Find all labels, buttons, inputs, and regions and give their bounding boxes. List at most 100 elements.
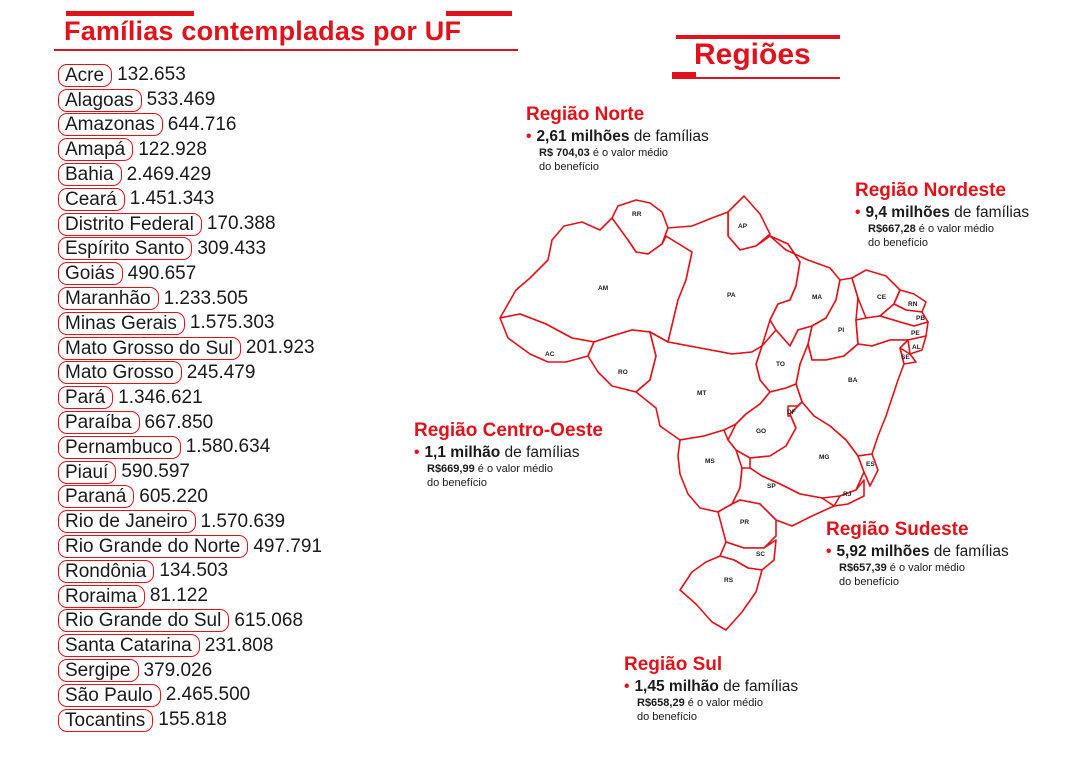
region-centro-oeste: Região Centro-Oeste • 1,1 milhão de famíl…: [414, 420, 603, 490]
uf-row: Mato Grosso do Sul 201.923: [58, 336, 478, 361]
uf-family-count: 615.068: [234, 609, 304, 631]
map-label-pb: PB: [916, 315, 925, 322]
uf-row: Mato Grosso 245.479: [58, 361, 478, 386]
page-title: Famílias contempladas por UF: [64, 16, 462, 46]
region-families: • 9,4 milhões de famílias: [855, 204, 1030, 221]
uf-row: Minas Gerais 1.575.303: [58, 311, 478, 336]
map-label-ac: AC: [545, 351, 555, 358]
uf-name-badge: Pará: [58, 386, 114, 410]
map-label-rn: RN: [908, 301, 918, 308]
uf-family-count: 1.575.303: [189, 312, 275, 334]
uf-name-badge: Amapá: [58, 138, 134, 162]
map-label-pi: PI: [838, 327, 844, 334]
region-families: • 1,1 milhão de famílias: [414, 444, 580, 461]
uf-row: Amazonas 644.716: [58, 113, 478, 138]
uf-name-badge: Goiás: [58, 262, 123, 286]
uf-row: Piauí 590.597: [58, 460, 478, 485]
uf-name-badge: Sergipe: [58, 659, 139, 683]
uf-name-badge: Ceará: [58, 187, 125, 211]
region-nordeste: Região Nordeste • 9,4 milhões de famílias…: [855, 180, 1029, 250]
uf-family-count: 201.923: [245, 337, 315, 359]
uf-family-count: 605.220: [139, 485, 208, 507]
regions-title: Regiões: [694, 38, 811, 71]
region-sudeste: Região Sudeste • 5,92 milhões de famílias…: [826, 519, 1009, 589]
state-al: [907, 335, 927, 355]
uf-row: Paraná 605.220: [58, 485, 478, 510]
region-name: Região Sudeste: [826, 519, 969, 540]
map-label-am: AM: [598, 285, 608, 292]
uf-name-badge: Santa Catarina: [58, 634, 200, 658]
uf-family-count: 81.122: [149, 585, 208, 607]
uf-row: Alagoas 533.469: [58, 88, 478, 113]
uf-name-badge: Amazonas: [58, 113, 163, 137]
uf-name-badge: Roraima: [58, 584, 145, 608]
region-sul: Região Sul • 1,45 milhão de famílias R$65…: [624, 654, 798, 724]
uf-family-count: 231.808: [204, 634, 274, 656]
uf-row: Ceará 1.451.343: [58, 187, 478, 212]
uf-list: Acre 132.653 Alagoas 533.469 Amazonas 644.716…: [58, 63, 478, 733]
map-label-ce: CE: [877, 294, 887, 301]
map-label-mt: MT: [697, 390, 706, 397]
uf-name-badge: Distrito Federal: [58, 212, 202, 236]
uf-family-count: 134.503: [159, 560, 229, 582]
uf-row: Espírito Santo 309.433: [58, 237, 478, 262]
uf-family-count: 379.026: [143, 659, 213, 681]
map-label-rr: RR: [632, 211, 642, 218]
region-name: Região Sul: [624, 654, 723, 675]
uf-row: Acre 132.653: [58, 63, 478, 88]
region-average-suffix: do benefício: [539, 161, 599, 173]
map-label-go: GO: [756, 428, 766, 435]
title-accent-bar: [446, 11, 512, 16]
region-name: Região Nordeste: [855, 180, 1006, 201]
region-families: • 5,92 milhões de famílias: [826, 543, 1009, 560]
uf-name-badge: Rio Grande do Norte: [58, 535, 249, 559]
uf-family-count: 644.716: [167, 113, 237, 135]
uf-family-count: 1.233.505: [163, 287, 249, 309]
regions-title-accent-bar: [672, 72, 696, 77]
regions-title-underline: [672, 77, 840, 79]
uf-name-badge: Acre: [58, 63, 113, 87]
uf-family-count: 667.850: [144, 411, 214, 433]
regions-title-accent-bar: [676, 35, 840, 39]
title-accent-bar: [66, 11, 194, 16]
map-label-pe: PE: [911, 330, 920, 337]
region-norte: Região Norte • 2,61 milhões de famílias R…: [526, 104, 709, 174]
region-average-suffix: do benefício: [868, 237, 928, 249]
map-label-ma: MA: [812, 294, 822, 301]
uf-name-badge: Minas Gerais: [58, 311, 185, 335]
region-average: R$658,29 é o valor médio: [637, 697, 763, 709]
map-label-al: AL: [912, 344, 921, 351]
uf-family-count: 155.818: [158, 709, 227, 731]
uf-family-count: 533.469: [146, 89, 216, 111]
uf-name-badge: Pernambuco: [58, 435, 181, 459]
region-families: • 2,61 milhões de famílias: [526, 128, 709, 145]
region-families: • 1,45 milhão de famílias: [624, 678, 799, 695]
brazil-map: RR AP AM PA MA CE RN PB PE AL SE PI AC R…: [499, 195, 929, 631]
map-label-es: ES: [866, 461, 875, 468]
uf-row: Rio Grande do Norte 497.791: [58, 534, 478, 559]
uf-family-count: 2.469.429: [126, 163, 212, 185]
region-average: R$ 704,03 é o valor médio: [539, 147, 669, 159]
map-label-mg: MG: [819, 454, 829, 461]
uf-family-count: 590.597: [121, 461, 190, 483]
map-label-pa: PA: [727, 292, 736, 299]
map-label-to: TO: [776, 361, 785, 368]
uf-name-badge: Piauí: [58, 460, 117, 484]
region-name: Região Centro-Oeste: [414, 420, 603, 441]
state-rs: [679, 555, 763, 631]
uf-family-count: 245.479: [186, 361, 256, 383]
uf-row: Rio Grande do Sul 615.068: [58, 609, 478, 634]
uf-name-badge: Maranhão: [58, 287, 159, 311]
uf-name-badge: Rio Grande do Sul: [58, 609, 230, 633]
region-average-suffix: do benefício: [839, 576, 899, 588]
uf-family-count: 497.791: [253, 535, 323, 557]
uf-family-count: 1.580.634: [185, 436, 271, 458]
map-label-pr: PR: [740, 519, 749, 526]
uf-name-badge: Mato Grosso do Sul: [58, 336, 241, 360]
uf-name-badge: Paraíba: [58, 411, 140, 435]
uf-name-badge: Bahia: [58, 163, 122, 187]
map-label-df: DF: [787, 409, 796, 416]
map-label-sc: SC: [756, 551, 765, 558]
region-average-suffix: do benefício: [427, 477, 487, 489]
uf-name-badge: Rondônia: [58, 559, 155, 583]
